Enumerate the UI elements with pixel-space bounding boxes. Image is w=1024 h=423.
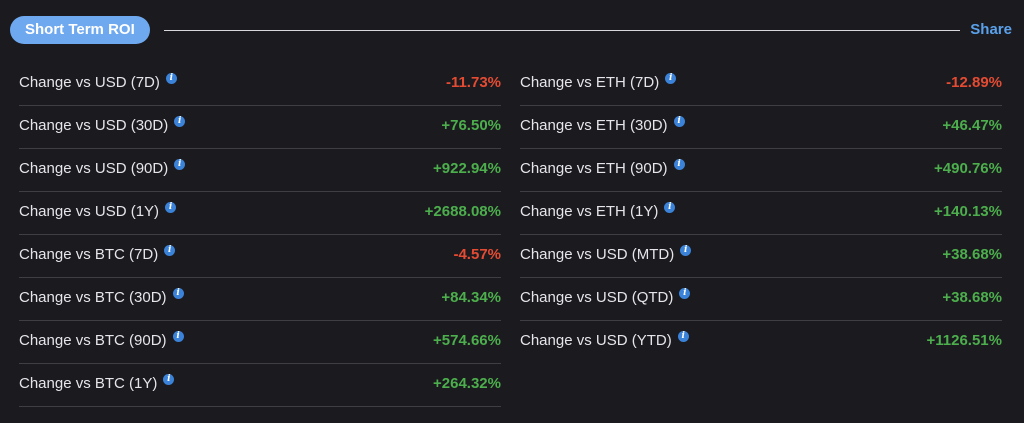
roi-value: +140.13% xyxy=(934,203,1002,220)
info-icon[interactable]: i xyxy=(172,288,184,299)
roi-row: Change vs BTC (90D) i +574.66% xyxy=(19,321,501,364)
info-icon[interactable]: i xyxy=(677,331,689,342)
roi-label: Change vs USD (1Y) xyxy=(19,203,160,220)
section-title-pill: Short Term ROI xyxy=(10,16,150,44)
roi-value: +38.68% xyxy=(942,289,1002,306)
roi-label: Change vs USD (YTD) xyxy=(520,332,672,349)
roi-label: Change vs ETH (30D) xyxy=(520,117,668,134)
roi-value: +264.32% xyxy=(433,375,501,392)
roi-row: Change vs USD (1Y) i +2688.08% xyxy=(19,192,501,235)
roi-label: Change vs BTC (90D) xyxy=(19,332,167,349)
roi-value: +46.47% xyxy=(942,117,1002,134)
roi-label: Change vs ETH (7D) xyxy=(520,74,660,91)
roi-row: Change vs ETH (90D) i +490.76% xyxy=(520,149,1002,192)
info-icon[interactable]: i xyxy=(174,159,186,170)
roi-label: Change vs BTC (7D) xyxy=(19,246,159,263)
roi-label: Change vs ETH (1Y) xyxy=(520,203,659,220)
header-divider xyxy=(164,30,960,31)
roi-row: Change vs USD (90D) i +922.94% xyxy=(19,149,501,192)
roi-value: +1126.51% xyxy=(926,332,1003,349)
roi-row: Change vs ETH (1Y) i +140.13% xyxy=(520,192,1002,235)
roi-column-left: Change vs USD (7D) i -11.73% Change vs US… xyxy=(19,63,501,407)
roi-label: Change vs USD (30D) xyxy=(19,117,169,134)
panel-header: Short Term ROI Share xyxy=(10,16,1012,44)
info-icon[interactable]: i xyxy=(172,331,184,342)
roi-row: Change vs USD (30D) i +76.50% xyxy=(19,106,501,149)
roi-value: +574.66% xyxy=(433,332,501,349)
roi-value: -11.73% xyxy=(445,74,501,91)
info-icon[interactable]: i xyxy=(164,245,176,256)
info-icon[interactable]: i xyxy=(673,116,685,127)
roi-value: -4.57% xyxy=(453,246,501,263)
info-icon[interactable]: i xyxy=(664,202,676,213)
info-icon[interactable]: i xyxy=(665,73,677,84)
roi-value: +2688.08% xyxy=(424,203,501,220)
roi-value: +76.50% xyxy=(441,117,501,134)
info-icon[interactable]: i xyxy=(673,159,685,170)
roi-row: Change vs USD (MTD) i +38.68% xyxy=(520,235,1002,278)
roi-row: Change vs ETH (30D) i +46.47% xyxy=(520,106,1002,149)
roi-label: Change vs ETH (90D) xyxy=(520,160,668,177)
roi-label: Change vs USD (7D) xyxy=(19,74,160,91)
info-icon[interactable]: i xyxy=(165,73,177,84)
roi-label: Change vs BTC (1Y) xyxy=(19,375,158,392)
roi-row: Change vs USD (7D) i -11.73% xyxy=(19,63,501,106)
roi-value: -12.89% xyxy=(946,74,1002,91)
info-icon[interactable]: i xyxy=(680,245,692,256)
roi-row: Change vs BTC (1Y) i +264.32% xyxy=(19,364,501,407)
roi-row: Change vs USD (YTD) i +1126.51% xyxy=(520,321,1002,364)
roi-row: Change vs BTC (7D) i -4.57% xyxy=(19,235,501,278)
roi-label: Change vs USD (MTD) xyxy=(520,246,675,263)
roi-value: +38.68% xyxy=(942,246,1002,263)
roi-column-right: Change vs ETH (7D) i -12.89% Change vs ET… xyxy=(520,63,1002,364)
info-icon[interactable]: i xyxy=(163,374,175,385)
info-icon[interactable]: i xyxy=(165,202,177,213)
roi-row: Change vs ETH (7D) i -12.89% xyxy=(520,63,1002,106)
roi-label: Change vs USD (QTD) xyxy=(520,289,674,306)
roi-value: +84.34% xyxy=(441,289,501,306)
roi-label: Change vs BTC (30D) xyxy=(19,289,167,306)
info-icon[interactable]: i xyxy=(174,116,186,127)
roi-value: +490.76% xyxy=(934,160,1002,177)
roi-row: Change vs USD (QTD) i +38.68% xyxy=(520,278,1002,321)
share-link[interactable]: Share xyxy=(970,21,1012,38)
roi-label: Change vs USD (90D) xyxy=(19,160,169,177)
roi-value: +922.94% xyxy=(433,160,501,177)
roi-row: Change vs BTC (30D) i +84.34% xyxy=(19,278,501,321)
info-icon[interactable]: i xyxy=(679,288,691,299)
